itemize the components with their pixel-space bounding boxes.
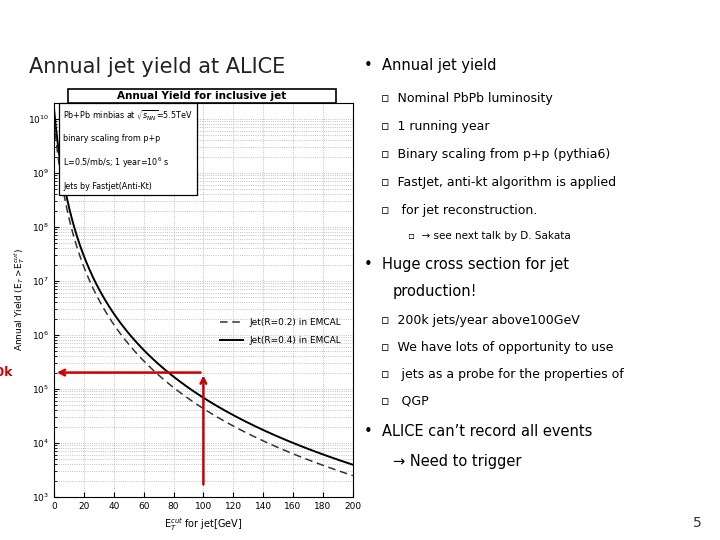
X-axis label: E$_T^{cut}$ for jet[GeV]: E$_T^{cut}$ for jet[GeV] [164, 516, 243, 533]
Text: ▫  → see next talk by D. Sakata: ▫ → see next talk by D. Sakata [408, 232, 571, 241]
Text: → Need to trigger: → Need to trigger [392, 454, 521, 469]
Text: 200k: 200k [0, 366, 12, 379]
Text: ▫  Binary scaling from p+p (pythia6): ▫ Binary scaling from p+p (pythia6) [381, 147, 610, 161]
Text: production!: production! [392, 284, 477, 299]
Text: •  Huge cross section for jet: • Huge cross section for jet [364, 257, 569, 272]
Text: Pb+Pb minbias at $\sqrt{s_{NN}}$=5.5TeV

binary scaling from p+p

L=0.5/mb/s; 1 : Pb+Pb minbias at $\sqrt{s_{NN}}$=5.5TeV … [63, 109, 193, 191]
Text: •  ALICE can’t record all events: • ALICE can’t record all events [364, 424, 592, 439]
Text: Annual jet yield at ALICE: Annual jet yield at ALICE [29, 57, 285, 77]
Legend: Jet(R=0.2) in EMCAL, Jet(R=0.4) in EMCAL: Jet(R=0.2) in EMCAL, Jet(R=0.4) in EMCAL [217, 314, 346, 348]
Text: •  Annual jet yield: • Annual jet yield [364, 58, 496, 73]
Text: ▫   QGP: ▫ QGP [381, 395, 428, 408]
Text: ▫  200k jets/year above100GeV: ▫ 200k jets/year above100GeV [381, 314, 580, 327]
Text: Annual Yield for inclusive jet: Annual Yield for inclusive jet [117, 91, 287, 101]
Text: ▫  We have lots of opportunity to use: ▫ We have lots of opportunity to use [381, 341, 613, 354]
Y-axis label: Annual Yield (E$_T$ >E$_T^{cut}$): Annual Yield (E$_T$ >E$_T^{cut}$) [12, 248, 27, 352]
Text: ▫  FastJet, anti-kt algorithm is applied: ▫ FastJet, anti-kt algorithm is applied [381, 176, 616, 188]
Text: ▫   for jet reconstruction.: ▫ for jet reconstruction. [381, 204, 537, 217]
Text: ▫  1 running year: ▫ 1 running year [381, 120, 489, 133]
Text: ▫   jets as a probe for the properties of: ▫ jets as a probe for the properties of [381, 368, 624, 381]
Text: ▫  Nominal PbPb luminosity: ▫ Nominal PbPb luminosity [381, 92, 552, 105]
FancyBboxPatch shape [68, 89, 336, 103]
Text: 5: 5 [693, 516, 702, 530]
